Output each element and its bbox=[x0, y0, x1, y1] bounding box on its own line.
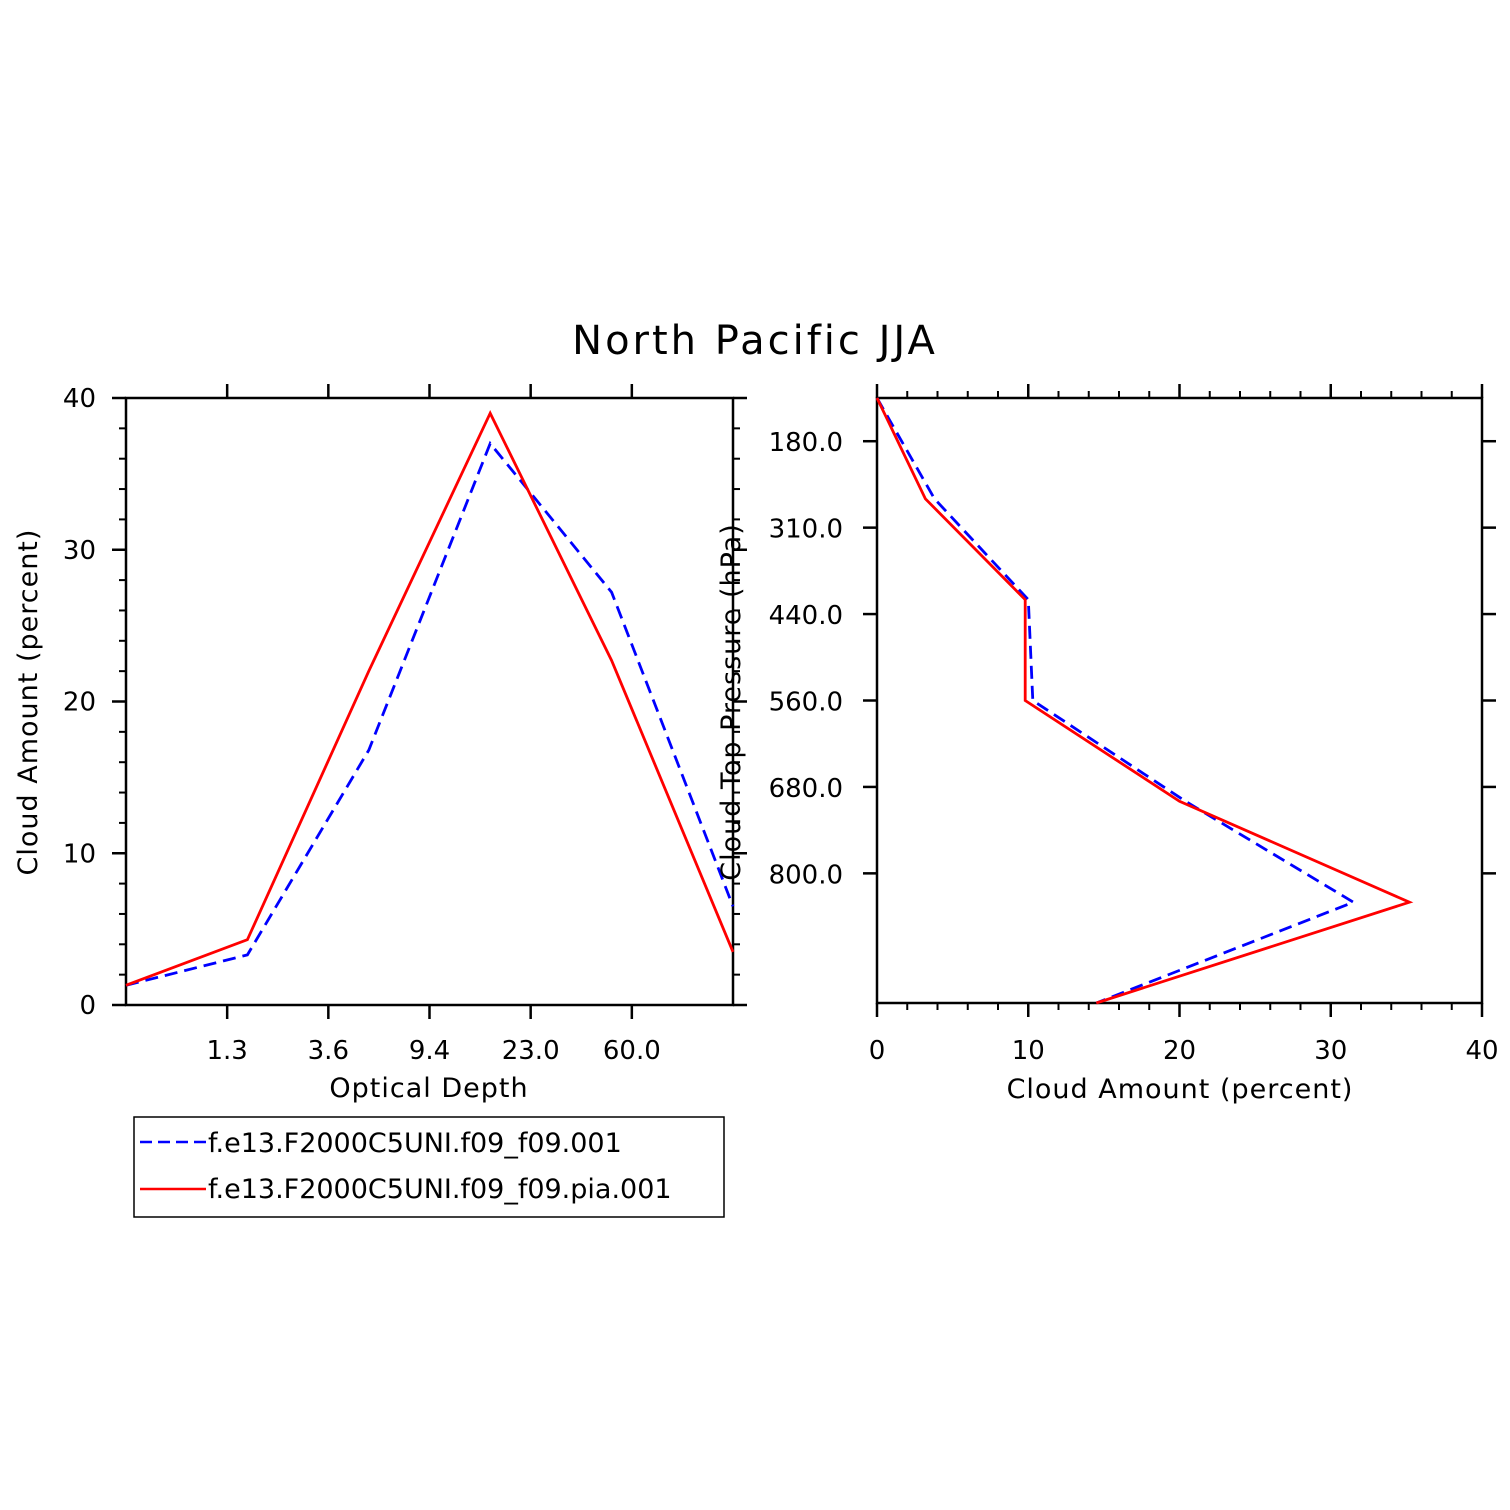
right-x-tick-label: 30 bbox=[1314, 1036, 1347, 1066]
right-series-dashed-line bbox=[875, 397, 1357, 1005]
right-x-axis-label: Cloud Amount (percent) bbox=[1007, 1074, 1354, 1105]
left-tick-marks bbox=[112, 384, 747, 1019]
left-series-lines bbox=[125, 409, 735, 987]
right-y-tick-label: 180.0 bbox=[769, 428, 843, 458]
left-x-tick-label: 60.0 bbox=[603, 1036, 661, 1066]
right-y-axis-label: Cloud Top Pressure (hPa) bbox=[716, 523, 747, 881]
legend-label-2: f.e13.F2000C5UNI.f09_f09.pia.001 bbox=[208, 1174, 672, 1205]
left-tick-labels: 0 10 20 30 40 1.3 3.6 9.4 23.0 60.0 bbox=[63, 384, 661, 1066]
right-tick-marks bbox=[863, 384, 1496, 1017]
legend-box bbox=[133, 1116, 725, 1218]
right-series-solid-line bbox=[875, 397, 1414, 1005]
left-y-tick-label: 40 bbox=[63, 384, 96, 414]
left-series-solid-line bbox=[125, 409, 735, 987]
right-series-lines bbox=[875, 397, 1414, 1005]
optical-depth-panel: 0 10 20 30 40 1.3 3.6 9.4 23.0 60.0 Optical Depth… bbox=[13, 384, 747, 1104]
right-y-tick-label: 680.0 bbox=[769, 774, 843, 804]
right-y-tick-label: 560.0 bbox=[769, 688, 843, 718]
right-x-tick-label: 0 bbox=[869, 1036, 886, 1066]
left-series-dashed-line bbox=[125, 440, 735, 987]
left-x-axis-label: Optical Depth bbox=[329, 1073, 528, 1104]
left-x-tick-label: 3.6 bbox=[308, 1036, 349, 1066]
left-y-axis-label: Cloud Amount (percent) bbox=[13, 529, 44, 876]
left-y-tick-label: 30 bbox=[63, 536, 96, 566]
right-tick-labels: 0 10 20 30 40 180.0 310.0 440.0 560.0 680.0 800.0 bbox=[769, 428, 1499, 1066]
right-y-tick-label: 800.0 bbox=[769, 860, 843, 890]
right-y-tick-label: 310.0 bbox=[769, 515, 843, 545]
left-y-tick-label: 20 bbox=[63, 688, 96, 718]
chart-title: North Pacific JJA bbox=[572, 318, 938, 364]
right-x-tick-label: 10 bbox=[1012, 1036, 1045, 1066]
left-y-tick-label: 0 bbox=[79, 991, 96, 1021]
right-y-tick-label: 440.0 bbox=[769, 601, 843, 631]
left-y-tick-label: 10 bbox=[63, 839, 96, 869]
left-plot-frame bbox=[124, 396, 735, 1007]
right-plot-frame bbox=[875, 396, 1484, 1005]
left-x-tick-label: 23.0 bbox=[502, 1036, 560, 1066]
right-x-tick-label: 20 bbox=[1163, 1036, 1196, 1066]
legend: f.e13.F2000C5UNI.f09_f09.001 f.e13.F2000… bbox=[133, 1116, 725, 1218]
left-x-tick-label: 1.3 bbox=[206, 1036, 247, 1066]
left-x-tick-label: 9.4 bbox=[409, 1036, 450, 1066]
legend-label-1: f.e13.F2000C5UNI.f09_f09.001 bbox=[208, 1128, 622, 1159]
cloud-top-pressure-panel: 0 10 20 30 40180.0310.0440.0560.0680.0800.0 … bbox=[716, 384, 1499, 1105]
right-x-tick-label: 40 bbox=[1465, 1036, 1498, 1066]
